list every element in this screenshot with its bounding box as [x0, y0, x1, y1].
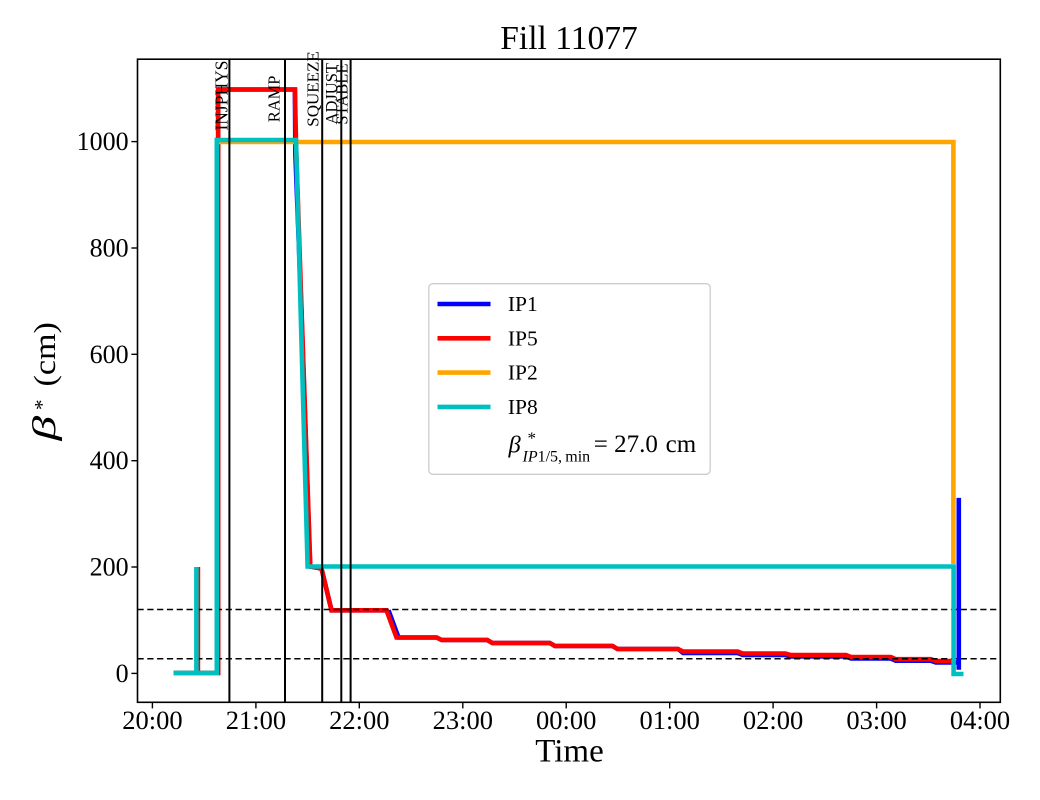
svg-text:22:00: 22:00 [329, 705, 389, 735]
svg-text:*: * [30, 400, 54, 411]
svg-text:800: 800 [90, 234, 129, 263]
svg-text:SQUEEZE: SQUEEZE [304, 51, 323, 127]
svg-text:IP1/5, min: IP1/5, min [522, 448, 591, 465]
svg-text:ADJUST: ADJUST [322, 63, 341, 124]
svg-text:Fill 11077: Fill 11077 [500, 20, 637, 57]
svg-text:IP1: IP1 [508, 292, 538, 316]
svg-text:RAMP: RAMP [265, 76, 284, 123]
svg-text:IP8: IP8 [508, 395, 538, 419]
svg-text:20:00: 20:00 [122, 705, 182, 735]
svg-text:01:00: 01:00 [640, 705, 700, 735]
svg-text:00:00: 00:00 [536, 705, 596, 735]
svg-text:03:00: 03:00 [846, 705, 906, 735]
svg-text:02:00: 02:00 [743, 705, 803, 735]
svg-text:400: 400 [90, 446, 129, 475]
svg-text:200: 200 [90, 553, 129, 582]
svg-text:(cm): (cm) [28, 322, 62, 386]
svg-text:0: 0 [116, 659, 129, 688]
svg-text:600: 600 [90, 340, 129, 369]
svg-text:04:00: 04:00 [950, 705, 1010, 735]
svg-text:INJPHYS: INJPHYS [211, 60, 231, 130]
svg-text:IP5: IP5 [508, 326, 538, 350]
svg-text:= 27.0 cm: = 27.0 cm [594, 431, 697, 458]
svg-text:*: * [528, 429, 537, 448]
svg-text:21:00: 21:00 [226, 705, 286, 735]
svg-text:23:00: 23:00 [433, 705, 493, 735]
svg-text:1000: 1000 [77, 127, 129, 156]
svg-text:β: β [508, 432, 522, 459]
svg-text:IP2: IP2 [508, 361, 538, 385]
svg-text:β: β [27, 416, 63, 442]
svg-text:STABLE: STABLE [332, 64, 351, 125]
svg-text:Time: Time [535, 734, 603, 770]
